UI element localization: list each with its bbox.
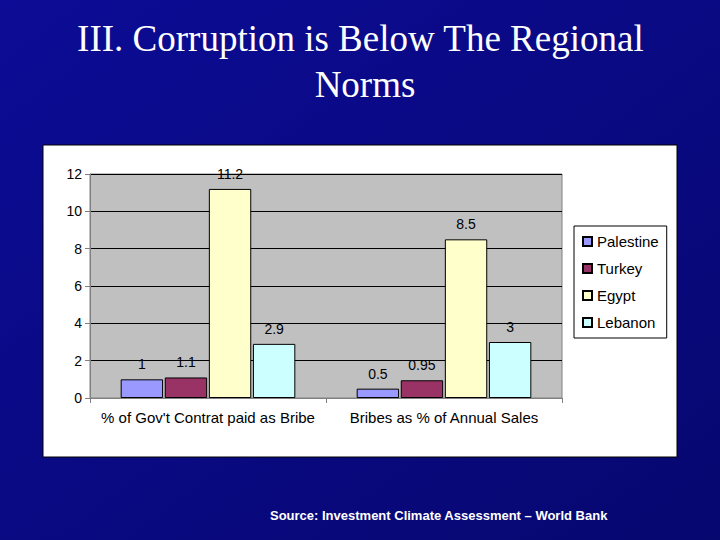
svg-text:Lebanon: Lebanon — [597, 314, 655, 331]
svg-text:Egypt: Egypt — [597, 287, 636, 304]
svg-text:1.1: 1.1 — [176, 354, 196, 370]
svg-text:2.9: 2.9 — [264, 321, 284, 337]
svg-text:3: 3 — [506, 319, 514, 335]
svg-text:11.2: 11.2 — [217, 166, 243, 182]
svg-text:% of Gov't Contrat paid as Bri: % of Gov't Contrat paid as Bribe — [101, 409, 315, 426]
svg-text:Norms: Norms — [315, 64, 416, 105]
svg-text:III. Corruption is Below The R: III. Corruption is Below The Regional — [77, 18, 653, 59]
svg-text:10: 10 — [66, 203, 82, 219]
svg-text:Palestine: Palestine — [597, 233, 659, 250]
svg-text:0.5: 0.5 — [368, 366, 388, 382]
svg-text:12: 12 — [66, 166, 82, 182]
svg-text:Turkey: Turkey — [597, 260, 643, 277]
svg-text:4: 4 — [74, 315, 82, 331]
svg-text:1: 1 — [138, 356, 146, 372]
svg-text:8.5: 8.5 — [456, 216, 476, 232]
svg-text:6: 6 — [74, 278, 82, 294]
svg-text:Bribes as % of Annual Sales: Bribes as % of Annual Sales — [350, 409, 538, 426]
svg-text:8: 8 — [74, 241, 82, 257]
svg-text:2: 2 — [74, 353, 82, 369]
svg-text:0.95: 0.95 — [408, 357, 435, 373]
svg-text:0: 0 — [74, 390, 82, 406]
svg-text:Source: Investment Climate Ass: Source: Investment Climate Assessment – … — [270, 508, 608, 523]
